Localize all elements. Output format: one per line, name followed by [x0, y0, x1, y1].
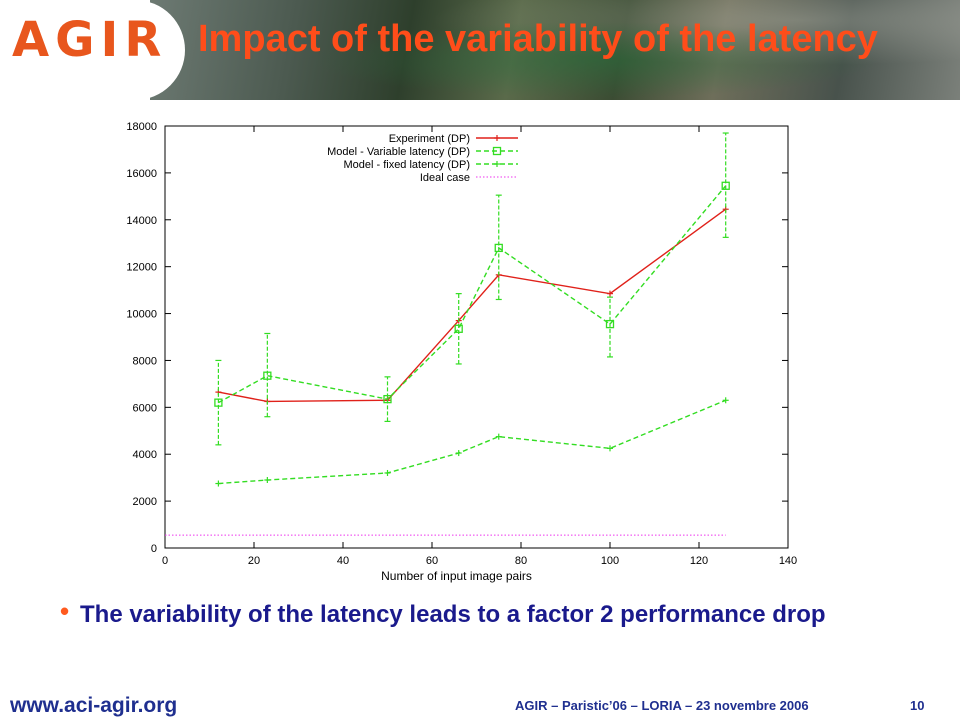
- series-1: [214, 132, 730, 446]
- x-tick-label: 20: [248, 555, 260, 567]
- series-line: [218, 399, 726, 485]
- plot-frame: [164, 125, 789, 549]
- y-tick-label: 0: [151, 543, 157, 555]
- legend-label: Model - Variable latency (DP): [327, 146, 470, 158]
- data-point: [264, 477, 271, 484]
- legend-label: Ideal case: [420, 172, 470, 184]
- page-number: 10: [910, 698, 925, 713]
- legend-label: Model - fixed latency (DP): [343, 159, 470, 171]
- data-point: [455, 450, 462, 457]
- x-axis-label: Number of input image pairs: [381, 569, 532, 583]
- data-point: [215, 480, 222, 487]
- series-2: [215, 397, 729, 487]
- y-tick-label: 6000: [133, 402, 157, 414]
- y-tick-label: 2000: [133, 496, 157, 508]
- logo-panel: AGIR: [0, 0, 185, 100]
- x-tick-label: 140: [779, 555, 797, 567]
- data-point: [263, 371, 272, 380]
- data-point: [495, 433, 502, 440]
- data-point: [383, 394, 392, 404]
- y-tick-label: 4000: [133, 449, 157, 461]
- legend-label: Experiment (DP): [389, 133, 470, 145]
- legend-marker: [494, 135, 500, 141]
- data-point: [494, 243, 503, 253]
- footer-conference: AGIR – Paristic’06 – LORIA – 23 novembre…: [515, 698, 809, 713]
- y-tick-label: 10000: [126, 309, 157, 321]
- latency-chart: 0 20 40 60 80 100 120 140 0 2000 4000 6000 8000 10000…: [80, 108, 810, 593]
- data-point: [384, 469, 391, 476]
- header-photo-banner: [150, 0, 960, 100]
- slide-title: Impact of the variability of the latency: [198, 18, 878, 60]
- series-line: [218, 208, 727, 403]
- x-tick-label: 40: [337, 555, 349, 567]
- series-line: [218, 185, 727, 404]
- x-tick-label: 120: [690, 555, 708, 567]
- footer-website: www.aci-agir.org: [10, 694, 178, 717]
- series-0: [215, 206, 729, 405]
- x-tick-label: 80: [515, 555, 527, 567]
- data-point: [607, 445, 613, 452]
- x-tick-label: 0: [162, 555, 168, 567]
- slide-footer: www.aci-agir.org AGIR – Paristic’06 – LO…: [0, 688, 960, 720]
- bullet-dot-icon: •: [60, 596, 70, 626]
- data-point: [721, 181, 730, 190]
- data-point: [605, 319, 615, 329]
- y-tick-label: 18000: [126, 121, 157, 133]
- data-point: [722, 397, 729, 404]
- bullet-text: The variability of the latency leads to …: [80, 601, 826, 628]
- y-tick-label: 8000: [133, 355, 157, 367]
- x-tick-label: 60: [426, 555, 438, 567]
- chart-svg: 0 20 40 60 80 100 120 140 0 2000 4000 6000 8000 10000…: [126, 121, 797, 583]
- y-tick-label: 14000: [126, 215, 157, 227]
- y-tick-label: 16000: [126, 168, 157, 180]
- legend-marker: [494, 161, 500, 167]
- slide-header: AGIR Impact of the variability of the la…: [0, 0, 960, 100]
- data-point: [607, 290, 613, 297]
- x-tick-label: 100: [601, 555, 619, 567]
- agir-logo: AGIR: [12, 12, 168, 68]
- y-tick-label: 12000: [126, 262, 157, 274]
- data-point: [454, 324, 463, 333]
- legend-marker: [492, 146, 502, 156]
- data-point: [214, 398, 223, 407]
